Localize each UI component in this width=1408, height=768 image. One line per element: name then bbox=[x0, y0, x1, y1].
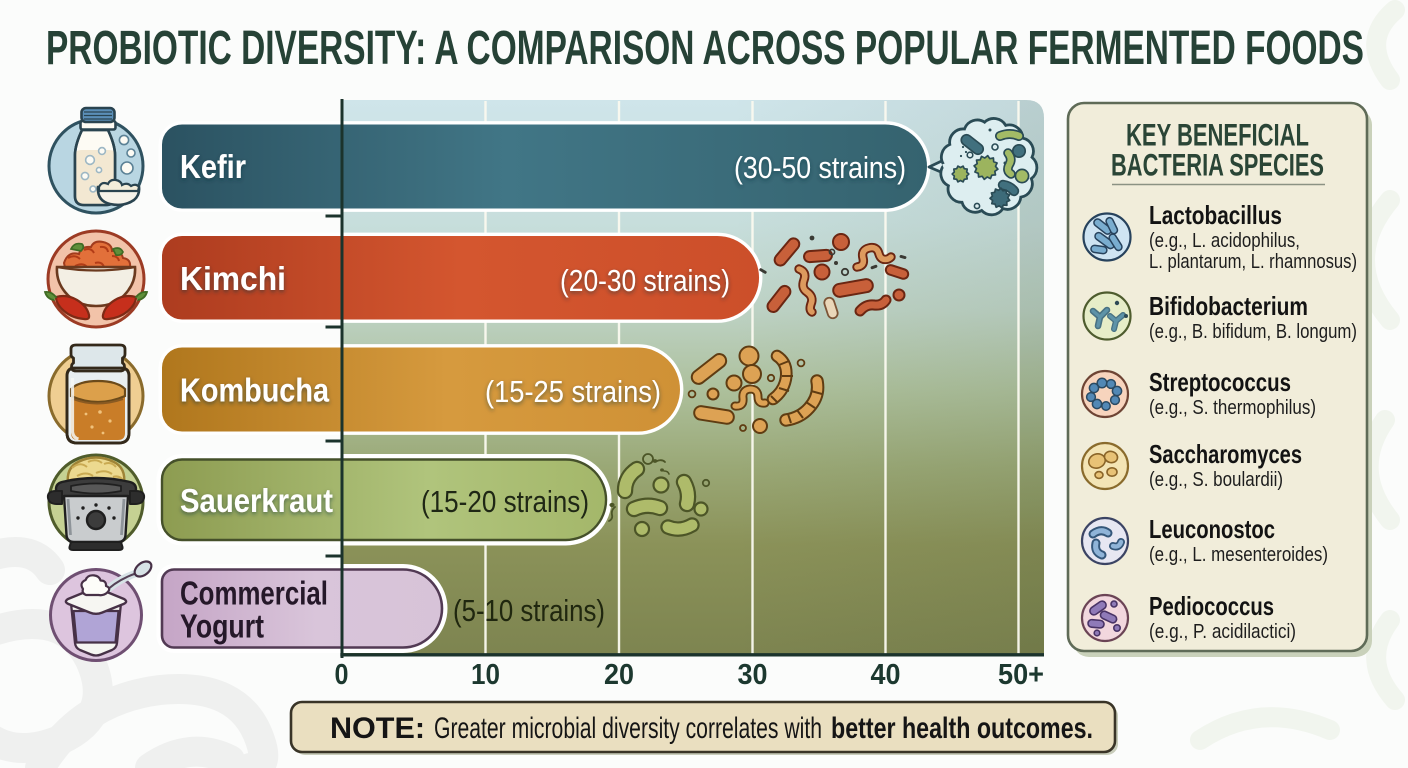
svg-text:NOTE:: NOTE: bbox=[330, 712, 425, 745]
svg-text:Sauerkraut: Sauerkraut bbox=[180, 482, 333, 519]
svg-text:0: 0 bbox=[335, 659, 349, 691]
svg-text:(e.g., S. boulardii): (e.g., S. boulardii) bbox=[1149, 469, 1283, 491]
svg-text:50+: 50+ bbox=[998, 659, 1044, 691]
svg-text:Leuconostoc: Leuconostoc bbox=[1149, 514, 1275, 544]
svg-text:Greater microbial diversity co: Greater microbial diversity correlates w… bbox=[434, 712, 822, 745]
svg-text:Yogurt: Yogurt bbox=[180, 608, 264, 645]
svg-text:(30-50 strains): (30-50 strains) bbox=[734, 150, 906, 185]
svg-text:(e.g., L. acidophilus,: (e.g., L. acidophilus, bbox=[1149, 230, 1300, 252]
svg-text:Commercial: Commercial bbox=[180, 575, 328, 612]
svg-text:Saccharomyces: Saccharomyces bbox=[1149, 439, 1302, 469]
svg-text:(e.g., P. acidilactici): (e.g., P. acidilactici) bbox=[1149, 621, 1296, 643]
svg-text:10: 10 bbox=[471, 659, 500, 691]
svg-text:Bifidobacterium: Bifidobacterium bbox=[1149, 291, 1308, 321]
svg-text:(e.g., B. bifidum, B. longum): (e.g., B. bifidum, B. longum) bbox=[1149, 321, 1357, 343]
svg-text:20: 20 bbox=[604, 659, 634, 691]
svg-text:Lactobacillus: Lactobacillus bbox=[1149, 200, 1282, 230]
svg-text:better health outcomes.: better health outcomes. bbox=[831, 712, 1093, 745]
svg-text:(e.g., S. thermophilus): (e.g., S. thermophilus) bbox=[1149, 397, 1316, 419]
svg-text:30: 30 bbox=[738, 659, 768, 691]
svg-text:Kimchi: Kimchi bbox=[180, 260, 286, 297]
svg-text:(5-10 strains): (5-10 strains) bbox=[453, 593, 605, 628]
svg-text:PROBIOTIC DIVERSITY: A COMPARI: PROBIOTIC DIVERSITY: A COMPARISON ACROSS… bbox=[46, 21, 1364, 75]
svg-text:Streptococcus: Streptococcus bbox=[1149, 367, 1291, 397]
svg-text:40: 40 bbox=[871, 659, 901, 691]
svg-text:(15-20 strains): (15-20 strains) bbox=[421, 484, 589, 519]
svg-text:Kefir: Kefir bbox=[180, 148, 246, 185]
svg-text:(e.g., L. mesenteroides): (e.g., L. mesenteroides) bbox=[1149, 544, 1328, 566]
svg-text:KEY BENEFICIAL: KEY BENEFICIAL bbox=[1126, 117, 1309, 153]
svg-text:(15-25 strains): (15-25 strains) bbox=[485, 374, 661, 409]
svg-text:L. plantarum, L. rhamnosus): L. plantarum, L. rhamnosus) bbox=[1149, 251, 1357, 273]
svg-text:Kombucha: Kombucha bbox=[180, 372, 330, 409]
svg-text:(20-30 strains): (20-30 strains) bbox=[560, 263, 730, 298]
svg-text:BACTERIA SPECIES: BACTERIA SPECIES bbox=[1111, 147, 1324, 183]
svg-text:Pediococcus: Pediococcus bbox=[1149, 591, 1274, 621]
